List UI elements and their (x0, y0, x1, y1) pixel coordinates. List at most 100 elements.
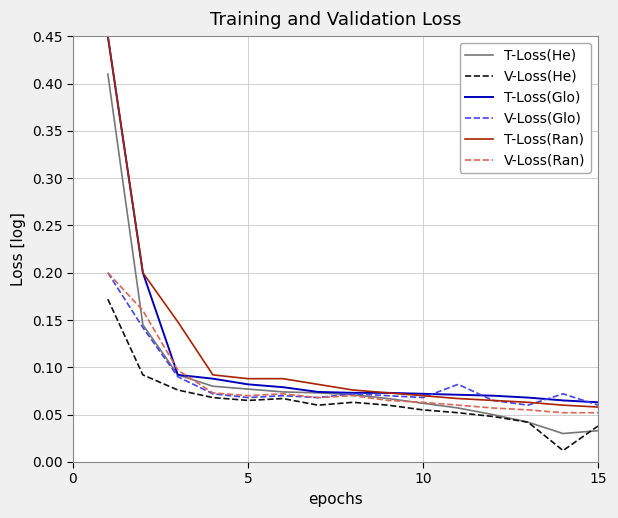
T-Loss(Ran) (384, 390, 392, 396)
V-Loss(He) (279, 395, 287, 401)
T-Loss(He) (279, 389, 287, 395)
V-Loss(Ran) (454, 402, 462, 408)
V-Loss(Glo) (419, 395, 426, 401)
V-Loss(Glo) (209, 391, 216, 397)
V-Loss(He) (489, 413, 497, 420)
T-Loss(Ran) (524, 399, 531, 406)
T-Loss(He) (244, 386, 252, 392)
V-Loss(Ran) (244, 393, 252, 399)
V-Loss(He) (139, 372, 146, 378)
V-Loss(Glo) (489, 397, 497, 404)
T-Loss(He) (384, 395, 392, 401)
V-Loss(He) (384, 402, 392, 408)
Line: V-Loss(Ran): V-Loss(Ran) (108, 272, 598, 413)
V-Loss(Ran) (384, 397, 392, 404)
T-Loss(Ran) (454, 395, 462, 401)
V-Loss(He) (595, 423, 602, 429)
V-Loss(Ran) (419, 399, 426, 406)
V-Loss(Ran) (279, 391, 287, 397)
V-Loss(Ran) (349, 393, 357, 399)
T-Loss(He) (559, 430, 567, 437)
V-Loss(He) (104, 296, 112, 303)
Line: V-Loss(Glo): V-Loss(Glo) (108, 272, 598, 405)
V-Loss(Glo) (595, 402, 602, 408)
V-Loss(Glo) (244, 395, 252, 401)
T-Loss(He) (419, 400, 426, 407)
V-Loss(He) (419, 407, 426, 413)
T-Loss(Ran) (279, 376, 287, 382)
T-Loss(Ran) (595, 404, 602, 410)
T-Loss(He) (595, 427, 602, 434)
T-Loss(He) (349, 392, 357, 398)
V-Loss(He) (209, 395, 216, 401)
T-Loss(He) (489, 411, 497, 418)
V-Loss(Ran) (595, 410, 602, 416)
T-Loss(Ran) (559, 402, 567, 408)
T-Loss(Ran) (349, 387, 357, 393)
T-Loss(Glo) (279, 384, 287, 390)
T-Loss(Ran) (489, 397, 497, 404)
T-Loss(Ran) (419, 393, 426, 399)
T-Loss(Glo) (419, 391, 426, 397)
V-Loss(Ran) (139, 308, 146, 314)
T-Loss(Ran) (104, 33, 112, 39)
T-Loss(He) (139, 322, 146, 328)
V-Loss(Ran) (524, 407, 531, 413)
V-Loss(He) (559, 448, 567, 454)
T-Loss(Glo) (174, 372, 182, 378)
V-Loss(Ran) (489, 405, 497, 411)
T-Loss(He) (454, 405, 462, 411)
V-Loss(Glo) (279, 393, 287, 399)
Line: T-Loss(He): T-Loss(He) (108, 74, 598, 434)
Title: Training and Validation Loss: Training and Validation Loss (210, 11, 461, 29)
T-Loss(Glo) (314, 389, 321, 395)
V-Loss(He) (244, 397, 252, 404)
V-Loss(He) (174, 387, 182, 393)
V-Loss(Ran) (314, 395, 321, 401)
T-Loss(He) (174, 372, 182, 378)
T-Loss(Ran) (139, 269, 146, 276)
Line: T-Loss(Ran): T-Loss(Ran) (108, 36, 598, 407)
V-Loss(Ran) (209, 390, 216, 396)
T-Loss(Ran) (314, 381, 321, 387)
Y-axis label: Loss [log]: Loss [log] (11, 212, 26, 286)
T-Loss(Glo) (489, 393, 497, 399)
T-Loss(Glo) (559, 397, 567, 404)
T-Loss(Glo) (454, 392, 462, 398)
T-Loss(Glo) (104, 33, 112, 39)
T-Loss(He) (524, 419, 531, 425)
T-Loss(Glo) (595, 399, 602, 406)
V-Loss(Glo) (384, 393, 392, 399)
V-Loss(Ran) (559, 410, 567, 416)
V-Loss(He) (454, 410, 462, 416)
Line: T-Loss(Glo): T-Loss(Glo) (108, 36, 598, 402)
Line: V-Loss(He): V-Loss(He) (108, 299, 598, 451)
T-Loss(Ran) (174, 319, 182, 325)
V-Loss(He) (314, 402, 321, 408)
T-Loss(He) (104, 71, 112, 77)
V-Loss(Glo) (139, 324, 146, 330)
T-Loss(He) (209, 383, 216, 390)
V-Loss(He) (349, 399, 357, 406)
V-Loss(Glo) (454, 381, 462, 387)
T-Loss(Glo) (244, 381, 252, 387)
Legend: T-Loss(He), V-Loss(He), T-Loss(Glo), V-Loss(Glo), T-Loss(Ran), V-Loss(Ran): T-Loss(He), V-Loss(He), T-Loss(Glo), V-L… (460, 43, 591, 173)
V-Loss(Glo) (104, 269, 112, 276)
T-Loss(Glo) (139, 269, 146, 276)
T-Loss(Glo) (384, 390, 392, 396)
T-Loss(Glo) (209, 376, 216, 382)
V-Loss(Ran) (104, 269, 112, 276)
V-Loss(Glo) (314, 395, 321, 401)
V-Loss(Glo) (349, 391, 357, 397)
V-Loss(Glo) (559, 391, 567, 397)
X-axis label: epochs: epochs (308, 492, 363, 507)
V-Loss(Glo) (174, 373, 182, 380)
T-Loss(Glo) (349, 390, 357, 396)
T-Loss(Glo) (524, 395, 531, 401)
T-Loss(Ran) (209, 372, 216, 378)
V-Loss(Ran) (174, 367, 182, 373)
V-Loss(He) (524, 419, 531, 425)
T-Loss(He) (314, 390, 321, 396)
T-Loss(Ran) (244, 376, 252, 382)
V-Loss(Glo) (524, 402, 531, 408)
